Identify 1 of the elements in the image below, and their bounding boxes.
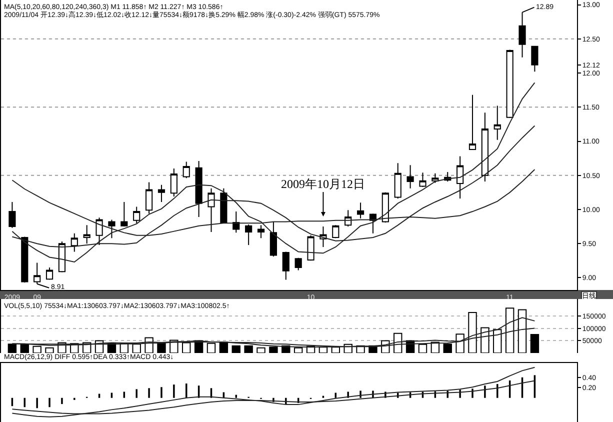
annotation: 2009年10月12日 bbox=[281, 177, 365, 191]
